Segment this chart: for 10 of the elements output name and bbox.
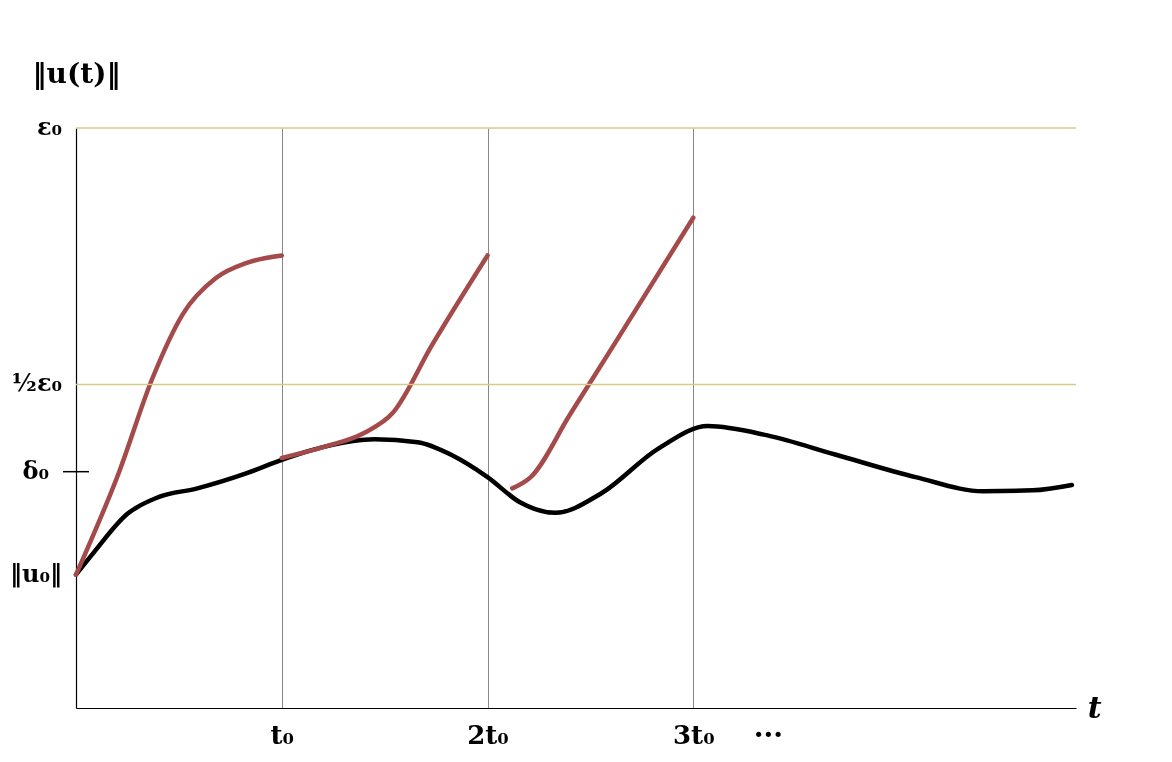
- x-tick-label: t₀: [270, 719, 294, 750]
- ref-line-label: ε₀: [36, 112, 62, 141]
- y-axis-title: ‖u(t)‖: [32, 56, 121, 90]
- x-axis-title: t: [1087, 689, 1102, 725]
- annotation: ‖u₀‖: [10, 558, 62, 588]
- text: ···: [753, 718, 783, 751]
- x-tick-label: 2t₀: [467, 719, 509, 750]
- x-tick-label: 3t₀: [673, 719, 715, 750]
- ref-line-label: δ₀: [22, 455, 49, 485]
- ref-line-label: ½ε₀: [11, 368, 62, 398]
